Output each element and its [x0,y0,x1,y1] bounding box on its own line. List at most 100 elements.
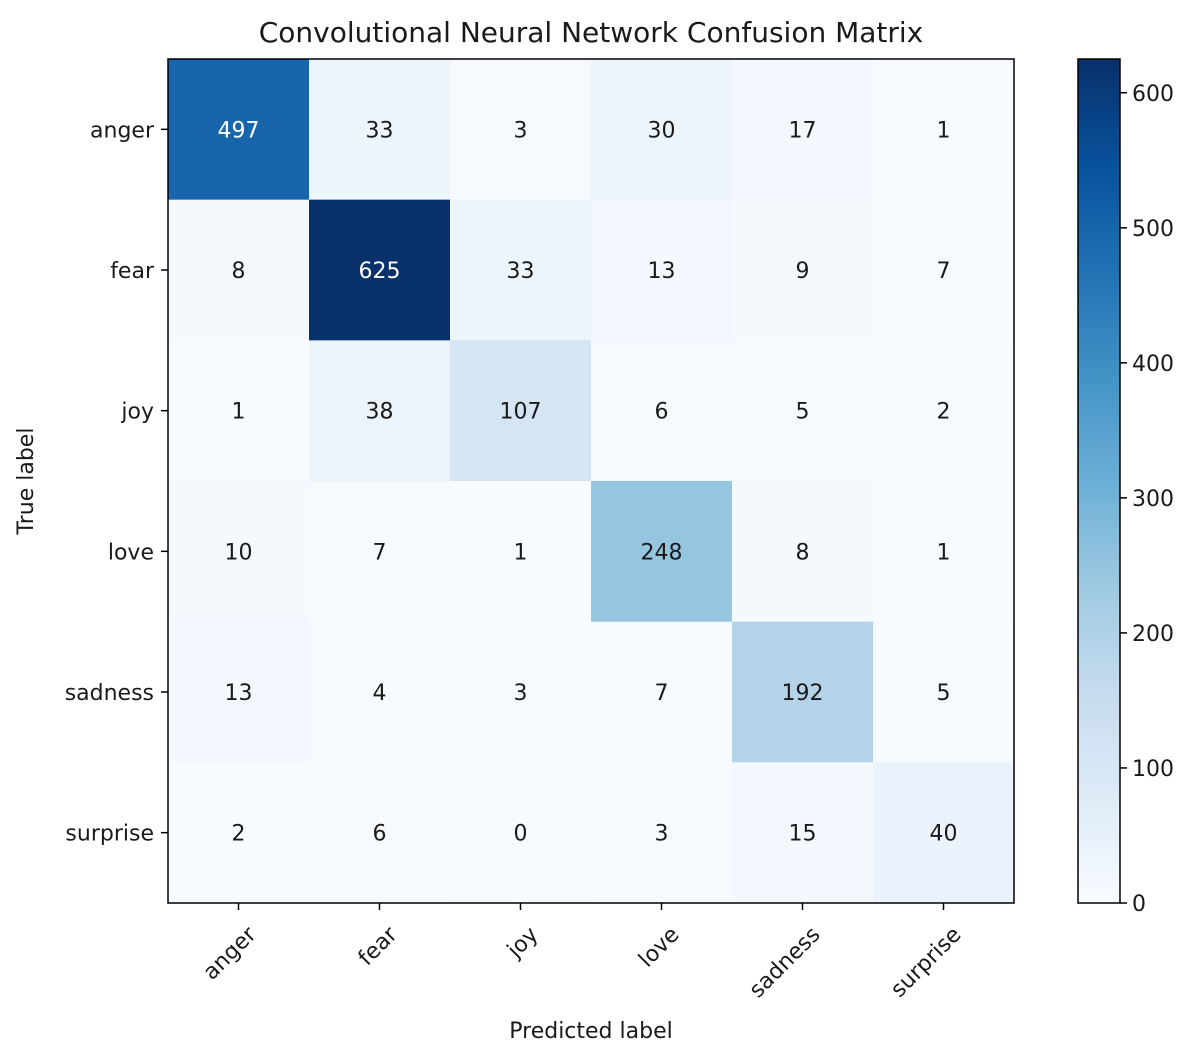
colorbar-frame [1077,58,1121,904]
x-tick-label: fear [354,922,403,971]
matrix-cell [168,621,310,763]
cell-value-label: 13 [648,259,676,284]
y-tick-label: sadness [65,681,154,706]
colorbar-gradient [1078,59,1120,903]
matrix-cell [168,199,310,341]
cell-value-label: 8 [232,259,246,284]
y-tick-label: anger [90,118,155,143]
matrix-cell-labels: 497 33 3 30 17 18 625 33 13 9 71 38 107 6 5 210 7 1 248 8 11… [218,118,958,846]
colorbar-tick-label: 100 [1132,757,1174,782]
cell-value-label: 6 [373,822,387,847]
matrix-cell [450,481,592,623]
cell-value-label: 7 [655,681,669,706]
x-tick-label: love [634,922,684,972]
matrix-cell [732,340,874,482]
matrix-cell [873,59,1015,201]
colorbar-tick-label: 300 [1132,487,1174,512]
cell-value-label: 248 [641,540,683,565]
cell-value-label: 8 [796,540,810,565]
matrix-cell [450,199,592,341]
cell-value-label: 3 [514,681,528,706]
cell-value-label: 1 [937,118,951,143]
matrix-cell [450,762,592,904]
matrix-cell [873,481,1015,623]
colorbar-tick-label: 600 [1132,82,1174,107]
cell-value-label: 33 [507,259,535,284]
x-axis-ticks: anger fear joy love sadness surprise [199,903,966,1003]
matrix-cell [309,481,451,623]
cell-value-label: 0 [514,822,528,847]
matrix-cell [873,199,1015,341]
y-tick-label: joy [120,400,154,425]
colorbar-tick-label: 200 [1132,622,1174,647]
matrix-cell [732,59,874,201]
y-axis-label: True label [14,428,39,536]
matrix-cells [168,59,1015,904]
cell-value-label: 13 [225,681,253,706]
matrix-cell [309,340,451,482]
matrix-cell [309,59,451,201]
matrix-cell [309,199,451,341]
matrix-cell [873,621,1015,763]
matrix-cell [873,340,1015,482]
x-tick-label: anger [199,922,263,986]
cell-value-label: 5 [937,681,951,706]
matrix-cell [450,340,592,482]
matrix-cell [450,621,592,763]
cell-value-label: 33 [366,118,394,143]
x-tick-label: joy [502,922,543,963]
cell-value-label: 4 [373,681,387,706]
matrix-cell [591,199,733,341]
x-tick-label: surprise [886,922,966,1002]
cell-value-label: 10 [225,540,253,565]
x-tick-label: sadness [745,922,826,1003]
matrix-cell [309,762,451,904]
cell-value-label: 1 [514,540,528,565]
cell-value-label: 5 [796,400,810,425]
y-axis-ticks: anger fear joy love sadness surprise [65,118,168,847]
cell-value-label: 1 [232,400,246,425]
matrix-cell [309,621,451,763]
y-tick-label: love [108,540,154,565]
matrix-cell [732,762,874,904]
matrix-cell [873,762,1015,904]
matrix-cell [168,340,310,482]
colorbar-tick-label: 400 [1132,352,1174,377]
cell-value-label: 30 [648,118,676,143]
x-axis-label: Predicted label [509,1019,672,1044]
plot-frame [167,58,1015,904]
cell-value-label: 7 [373,540,387,565]
cell-value-label: 17 [789,118,817,143]
matrix-cell [591,621,733,763]
y-tick-label: fear [110,259,155,284]
cell-value-label: 9 [796,259,810,284]
chart-title: Convolutional Neural Network Confusion M… [259,16,924,49]
matrix-cell [168,762,310,904]
matrix-cell [591,59,733,201]
matrix-cell [732,199,874,341]
colorbar-tick-label: 0 [1132,892,1146,917]
cell-value-label: 192 [782,681,824,706]
cell-value-label: 7 [937,259,951,284]
cell-value-label: 40 [930,822,958,847]
cell-value-label: 3 [514,118,528,143]
colorbar-tick-label: 500 [1132,217,1174,242]
matrix-cell [168,481,310,623]
colorbar-ticks: 0 100 200 300 400 500 600 [1120,82,1174,917]
cell-value-label: 6 [655,400,669,425]
matrix-cell [732,621,874,763]
cell-value-label: 15 [789,822,817,847]
matrix-cell [732,481,874,623]
cell-value-label: 2 [232,822,246,847]
matrix-cell [168,59,310,201]
y-tick-label: surprise [65,822,154,847]
cell-value-label: 2 [937,400,951,425]
cell-value-label: 497 [218,118,260,143]
matrix-cell [591,481,733,623]
cell-value-label: 625 [359,259,401,284]
cell-value-label: 107 [500,400,542,425]
cell-value-label: 38 [366,400,394,425]
matrix-cell [591,762,733,904]
